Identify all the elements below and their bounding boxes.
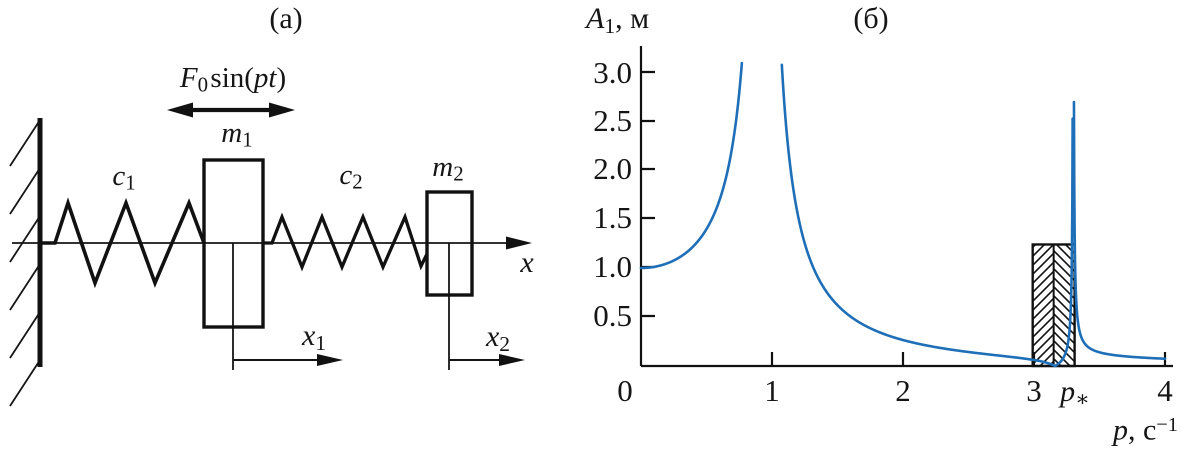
spring1-label: c1 — [112, 160, 136, 195]
y-tick-label-2.0: 2.0 — [593, 151, 632, 186]
spring2-label: c2 — [339, 159, 363, 194]
amplitude-frequency-curve — [639, 61, 1167, 368]
x2-label: x2 — [485, 320, 511, 356]
p-star-tick-label: p∗ — [1060, 375, 1090, 411]
mass1-label: m1 — [221, 117, 253, 152]
y-tick-label-0.5: 0.5 — [593, 298, 632, 333]
x2-arrowhead — [499, 354, 525, 366]
mass1-box — [202, 158, 265, 329]
mass2-box — [425, 190, 474, 297]
x-tick-label-3: 3 — [1026, 373, 1042, 408]
y-tick-label-1.5: 1.5 — [593, 200, 632, 235]
panel-a-figure — [9, 102, 532, 407]
chart-ylabel: A1, м — [586, 2, 650, 38]
chart-y-ticks — [641, 70, 655, 318]
y-tick-label-3.0: 3.0 — [593, 55, 632, 90]
chart-xlabel: p, с−1 — [1112, 413, 1178, 447]
x-axis-label: x — [520, 246, 534, 279]
y-tick-label-2.5: 2.5 — [593, 103, 632, 138]
panel-a-title: (a) — [269, 2, 303, 35]
x1-arrowhead — [317, 354, 343, 366]
force-arrowhead-right — [269, 102, 295, 118]
x1-label: x1 — [301, 319, 327, 355]
x-tick-label-0: 0 — [617, 373, 633, 408]
panel-b-chart — [639, 46, 1173, 368]
chart-x-ticks — [770, 352, 1167, 366]
panel-b-title: (б) — [853, 2, 889, 35]
wall-hatching — [9, 119, 41, 407]
force-arrowhead-left — [167, 102, 193, 118]
x-tick-label-4: 4 — [1157, 373, 1173, 408]
force-label: F0 sin(pt) — [179, 62, 287, 97]
x-tick-label-2: 2 — [895, 373, 911, 408]
spring-1 — [40, 197, 206, 289]
x-axis-arrowhead — [506, 236, 532, 250]
mass2-label: m2 — [432, 151, 464, 186]
hatched-band-left-half — [1032, 244, 1054, 366]
spring-2 — [263, 212, 429, 272]
y-tick-label-1.0: 1.0 — [593, 249, 632, 284]
x-tick-label-1: 1 — [764, 373, 780, 408]
